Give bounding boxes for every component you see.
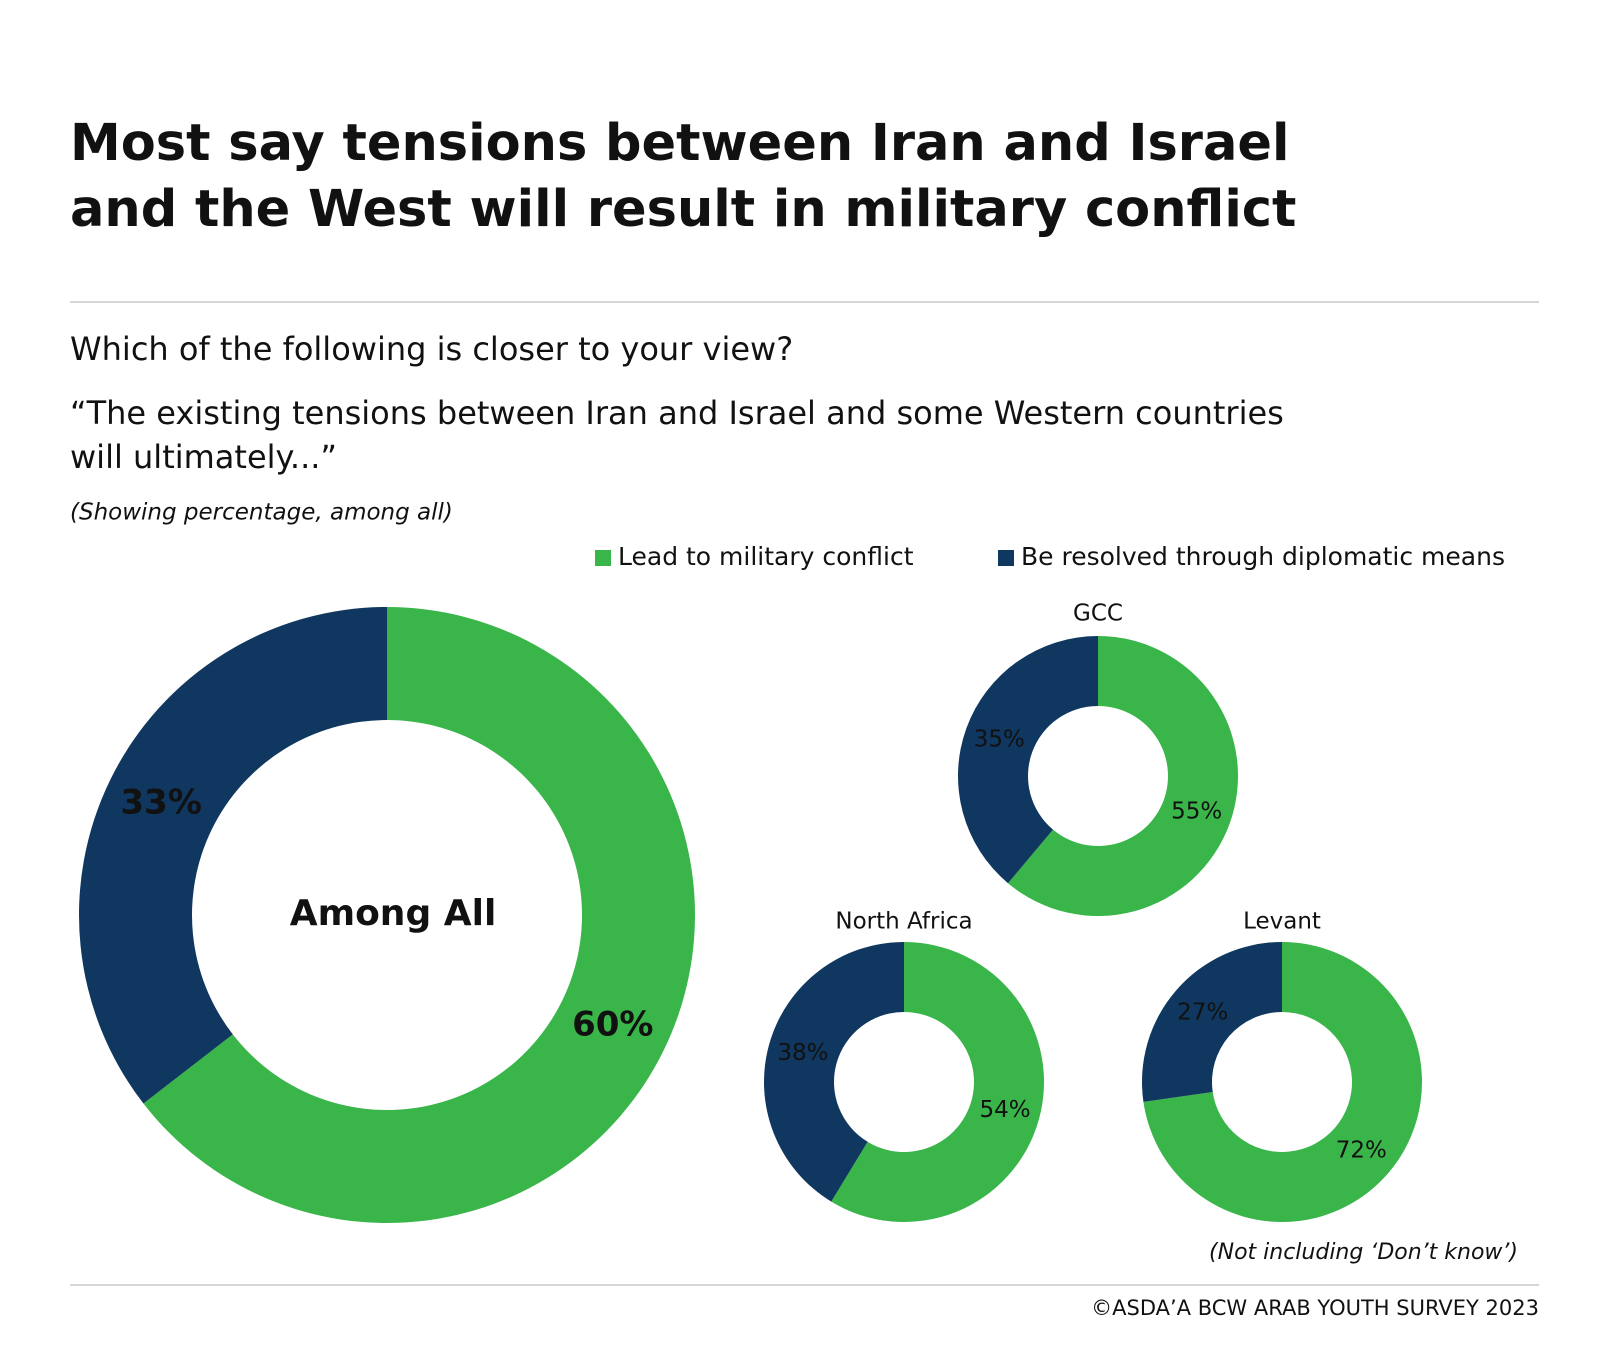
legend: Lead to military conflict Be resolved thr… (595, 542, 1505, 571)
donut-segment (763, 942, 904, 1202)
donut-segment (1142, 942, 1282, 1102)
title-line: and the West will result in military con… (70, 180, 1296, 239)
legend-swatch (595, 550, 611, 566)
legend-label: Lead to military conflict (618, 542, 914, 571)
chart-title: Levant (1243, 909, 1321, 935)
base-note: (Showing percentage, among all) (70, 500, 453, 526)
donut-segment (1143, 942, 1423, 1222)
value-label: 72% (1336, 1137, 1387, 1163)
title-line: Most say tensions between Iran and Israe… (70, 114, 1289, 173)
charts: 60% 33% Among All 55% 35% GCC 54% 38% North Afri… (78, 601, 1423, 1223)
donut-segment (78, 607, 388, 1104)
footnote: (Not including ‘Don’t know’) (1209, 1240, 1518, 1265)
value-label: 60% (572, 1004, 653, 1044)
value-label: 27% (1177, 1000, 1228, 1026)
chart-title: GCC (1073, 601, 1123, 627)
value-label: 54% (980, 1097, 1031, 1123)
value-label: 38% (777, 1040, 828, 1066)
quote-line: “The existing tensions between Iran and … (70, 394, 1284, 432)
legend-label: Be resolved through diplomatic means (1021, 542, 1505, 571)
question: Which of the following is closer to your… (70, 330, 793, 368)
quote-line: will ultimately...” (70, 438, 337, 476)
donut-segment (143, 607, 696, 1223)
donut-segment (1008, 636, 1238, 916)
value-label: 55% (1171, 798, 1222, 824)
value-label: 33% (121, 783, 202, 823)
value-label: 35% (974, 727, 1025, 753)
donut-segment (831, 942, 1044, 1222)
source: ©ASDA’A BCW ARAB YOUTH SURVEY 2023 (1091, 1296, 1539, 1320)
chart-title: North Africa (835, 909, 972, 935)
chart-title: Among All (290, 893, 497, 934)
legend-swatch (998, 550, 1014, 566)
donut-segment (958, 636, 1098, 884)
